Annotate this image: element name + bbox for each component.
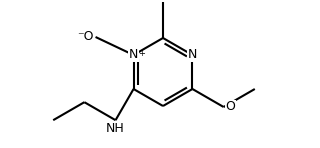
Text: N: N (188, 49, 197, 62)
Text: +: + (139, 49, 145, 58)
Text: ⁻O: ⁻O (77, 30, 93, 44)
Text: O: O (226, 100, 236, 114)
Text: NH: NH (106, 122, 125, 135)
Text: N: N (129, 49, 138, 62)
